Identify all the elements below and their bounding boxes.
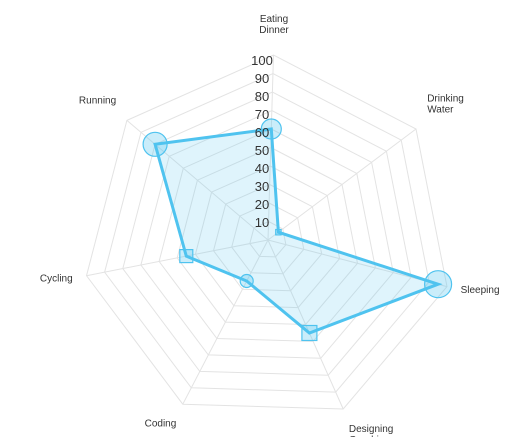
axis-label-line: Eating <box>260 14 288 25</box>
data-point-2[interactable] <box>276 230 281 235</box>
axis-label-line: Drinking <box>427 94 464 105</box>
tick-label-60: 60 <box>255 125 269 140</box>
axis-label-line: Coding <box>145 419 177 430</box>
axis-label-line: Dinner <box>259 25 289 36</box>
tick-label-10: 10 <box>255 215 269 230</box>
data-point-4[interactable] <box>302 326 317 341</box>
tick-label-50: 50 <box>255 143 269 158</box>
axis-spoke-2 <box>268 129 416 240</box>
data-point-3[interactable] <box>425 271 452 298</box>
axis-label-sleeping: Sleeping <box>461 285 500 296</box>
series-area-1 <box>155 129 438 333</box>
axis-label-eating-dinner: Eating Dinner <box>259 14 289 36</box>
axis-label-cycling: Cycling <box>40 273 73 284</box>
series-layer <box>143 119 452 341</box>
tick-label-40: 40 <box>255 161 269 176</box>
data-point-5[interactable] <box>240 275 253 288</box>
tick-label-70: 70 <box>255 107 269 122</box>
tick-label-80: 80 <box>255 89 269 104</box>
axis-label-line: Sleeping <box>461 285 500 296</box>
axis-label-line: Designing <box>349 424 393 435</box>
axis-label-coding: Coding <box>145 419 177 430</box>
axis-label-line: Cycling <box>40 273 73 284</box>
tick-label-90: 90 <box>255 71 269 86</box>
data-point-6[interactable] <box>180 250 193 263</box>
tick-label-30: 30 <box>255 179 269 194</box>
axis-label-running: Running <box>79 95 116 106</box>
data-point-7[interactable] <box>143 132 167 156</box>
axis-label-designing-graphics: DesigningGraphics <box>349 424 393 437</box>
tick-label-100: 100 <box>251 53 273 68</box>
tick-label-20: 20 <box>255 197 269 212</box>
axis-label-drinking-water: Drinking Water <box>427 94 464 116</box>
axis-label-line: Running <box>79 95 116 106</box>
axis-label-line: Water <box>427 105 454 116</box>
